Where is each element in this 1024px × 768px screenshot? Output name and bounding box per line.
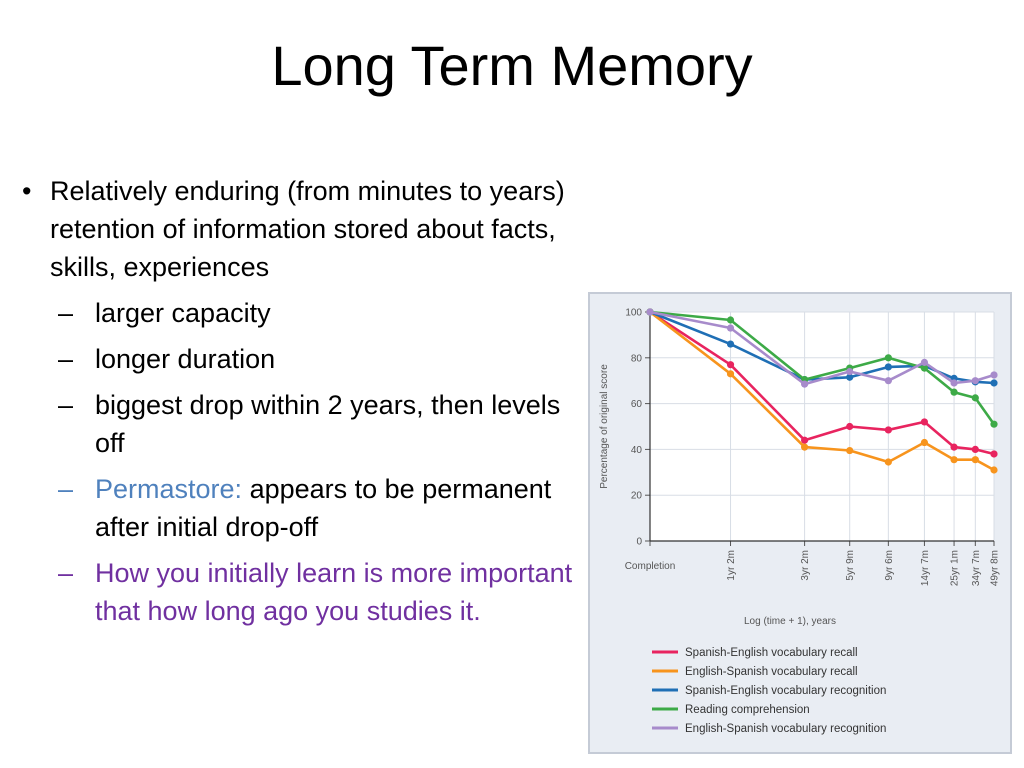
data-point	[726, 361, 735, 369]
data-point	[846, 446, 854, 455]
x-tick-label: 9yr 6m	[884, 550, 895, 581]
sub-bullet-permastore: – Permastore: appears to be permanent af…	[22, 470, 582, 546]
x-tick-label: 34yr 7m	[971, 550, 982, 586]
y-tick-label: 80	[631, 353, 643, 364]
data-point	[950, 443, 958, 451]
bullet-marker: •	[22, 176, 32, 206]
legend-entry: Reading comprehension	[685, 704, 810, 716]
data-point	[971, 394, 979, 402]
data-point	[920, 438, 929, 447]
data-point	[884, 426, 892, 434]
bullet-list: • Relatively enduring (from minutes to y…	[22, 172, 582, 630]
bullet-main: • Relatively enduring (from minutes to y…	[22, 172, 582, 286]
y-tick-label: 20	[631, 491, 643, 502]
data-point	[801, 443, 809, 451]
x-tick-label: 25yr 1m	[950, 550, 961, 586]
data-point	[884, 377, 892, 385]
data-point	[801, 436, 809, 444]
legend-entry: Spanish-English vocabulary recall	[685, 647, 858, 659]
data-point	[846, 422, 854, 431]
y-tick-label: 40	[631, 445, 643, 456]
sub-bullet-capacity: – larger capacity	[22, 294, 582, 332]
data-point	[884, 363, 892, 371]
data-point	[990, 379, 998, 387]
legend-entry: English-Spanish vocabulary recall	[685, 666, 858, 678]
data-point	[950, 456, 958, 464]
y-tick-label: 0	[636, 537, 642, 548]
x-tick-label: 5yr 9m	[845, 550, 856, 581]
bullet-main-text: Relatively enduring (from minutes to yea…	[50, 176, 565, 282]
data-point	[801, 380, 809, 388]
x-tick-label: Completion	[625, 561, 676, 572]
permastore-text: appears to be permanent after initial dr…	[95, 474, 552, 542]
y-tick-label: 100	[625, 308, 642, 319]
sub-bullet-text: longer duration	[95, 344, 276, 374]
x-tick-label: 1yr 2m	[726, 550, 737, 581]
legend-entry: English-Spanish vocabulary recognition	[685, 723, 886, 735]
x-tick-label: 3yr 2m	[800, 550, 811, 581]
data-point	[920, 418, 929, 426]
slide-title: Long Term Memory	[271, 34, 753, 97]
sub-bullet-text: How you initially learn is more importan…	[95, 558, 573, 626]
data-point	[846, 373, 854, 381]
dash-marker: –	[58, 298, 74, 328]
chart-canvas: 0 20 40 60 80 100 Completion 1yr 2m 3yr 2m 5yr 9m…	[599, 308, 1001, 736]
data-point	[884, 458, 892, 466]
x-tick-label: 14yr 7m	[920, 550, 931, 586]
permastore-term: Permastore:	[95, 474, 243, 504]
y-axis-label: Percentage of original score	[599, 364, 610, 489]
dash-marker: –	[58, 390, 74, 420]
x-axis-label: Log (time + 1), years	[744, 616, 836, 627]
data-point	[990, 420, 998, 428]
data-point	[950, 379, 958, 387]
y-tick-label: 60	[631, 399, 643, 410]
sub-bullet-learning: – How you initially learn is more import…	[22, 554, 582, 630]
dash-marker: –	[58, 474, 74, 504]
data-point	[990, 466, 998, 474]
data-point	[726, 316, 735, 324]
data-point	[990, 450, 998, 458]
retention-chart: 0 20 40 60 80 100 Completion 1yr 2m 3yr 2m 5yr 9m…	[588, 292, 1012, 754]
sub-bullet-text: larger capacity	[95, 298, 271, 328]
data-point	[726, 324, 735, 332]
data-point	[920, 358, 929, 366]
data-point	[971, 456, 979, 464]
data-point	[884, 354, 892, 362]
data-point	[646, 308, 654, 316]
data-point	[950, 388, 958, 396]
data-point	[920, 364, 929, 372]
x-tick-label: 49yr 8m	[990, 550, 1001, 586]
data-point	[726, 370, 735, 378]
legend-entry: Spanish-English vocabulary recognition	[685, 685, 886, 697]
data-point	[846, 367, 854, 376]
sub-bullet-text: biggest drop within 2 years, then levels…	[95, 390, 561, 458]
sub-bullet-duration: – longer duration	[22, 340, 582, 378]
dash-marker: –	[58, 558, 74, 588]
data-point	[971, 445, 979, 453]
sub-bullet-drop: – biggest drop within 2 years, then leve…	[22, 386, 582, 462]
data-point	[726, 340, 735, 348]
data-point	[971, 377, 979, 385]
dash-marker: –	[58, 344, 74, 374]
data-point	[990, 371, 998, 379]
